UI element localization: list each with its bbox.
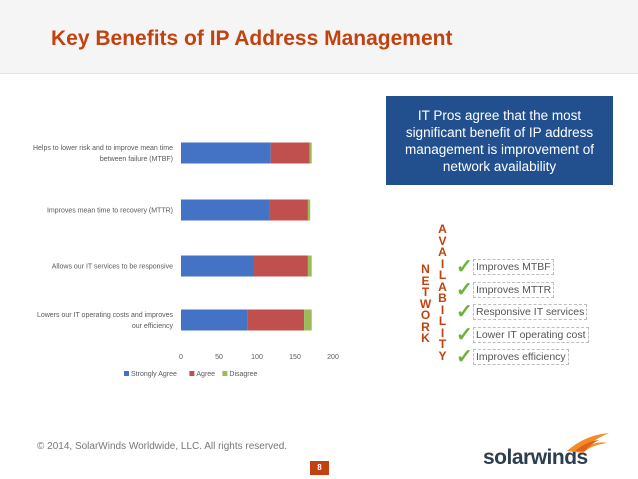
- bar-segment: [269, 199, 308, 221]
- benefits-list: ✓ Improves MTBF ✓ Improves MTTR ✓ Responsive …: [456, 256, 589, 369]
- checkmark-icon: ✓: [456, 323, 473, 346]
- stacked-bar-chart: Helps to lower risk and to improve mean …: [33, 142, 339, 378]
- bar-segment: [247, 309, 305, 331]
- checkmark-icon: ✓: [456, 346, 473, 369]
- benefit-label: Lower IT operating cost: [473, 326, 589, 343]
- checkmark-icon: ✓: [456, 301, 473, 324]
- bar-segment: [309, 142, 312, 164]
- bar-segment: [270, 142, 310, 164]
- category-label: Improves mean time to recovery (MTTR): [47, 208, 173, 215]
- x-tick-label: 50: [215, 354, 223, 361]
- benefit-item: ✓ Improves efficiency: [456, 346, 589, 369]
- network-letter: T: [421, 285, 430, 299]
- category-label: Helps to lower risk and to improve mean …: [33, 145, 173, 163]
- x-tick-label: 100: [251, 354, 263, 361]
- availability-letter: L: [438, 314, 447, 328]
- availability-letter: Y: [438, 348, 447, 363]
- benefit-label: Responsive IT services: [473, 304, 588, 321]
- callout-box: IT Pros agree that the most significant …: [386, 96, 613, 185]
- legend-swatch: [189, 371, 195, 376]
- logo-text: solarwinds: [483, 446, 588, 469]
- benefit-label: Improves efficiency: [473, 349, 569, 366]
- bar-segment: [307, 199, 311, 221]
- category-label: Allows our IT services to be responsive: [52, 264, 173, 271]
- checkmark-icon: ✓: [456, 256, 473, 279]
- legend-label: Disagree: [229, 371, 257, 378]
- availability-letter: V: [438, 233, 447, 248]
- bar-segment: [181, 255, 254, 277]
- bar-segment: [304, 309, 312, 331]
- availability-letter: L: [438, 268, 447, 282]
- category-label: Lowers our IT operating costs and improv…: [37, 312, 174, 330]
- slide-title: Key Benefits of IP Address Management: [51, 27, 453, 50]
- network-letter: N: [421, 262, 430, 276]
- availability-letter: I: [440, 325, 445, 340]
- availability-letter: I: [440, 302, 445, 317]
- availability-letter: A: [438, 279, 447, 294]
- page-number: 8: [310, 461, 329, 475]
- benefit-item: ✓ Responsive IT services: [456, 301, 589, 324]
- network-letter: K: [421, 331, 430, 345]
- benefit-item: ✓ Improves MTBF: [456, 256, 589, 279]
- network-letter: O: [420, 308, 431, 322]
- availability-letter: T: [438, 337, 447, 351]
- title-bar: Key Benefits of IP Address Management: [0, 0, 638, 74]
- benefit-label: Improves MTTR: [473, 281, 555, 298]
- solarwinds-logo: solarwinds: [483, 431, 613, 471]
- availability-letter: I: [440, 256, 445, 271]
- benefit-item: ✓ Lower IT operating cost: [456, 324, 589, 347]
- x-tick-label: 200: [327, 354, 339, 361]
- checkmark-icon: ✓: [456, 278, 473, 301]
- network-letter: E: [421, 273, 430, 288]
- legend-swatch: [222, 371, 228, 376]
- availability-letter: B: [438, 291, 447, 305]
- legend-label: Agree: [196, 371, 215, 378]
- x-tick-label: 150: [289, 354, 301, 361]
- availability-letter: A: [438, 222, 447, 236]
- benefit-label: Improves MTBF: [473, 259, 554, 276]
- callout-text: IT Pros agree that the most significant …: [404, 107, 595, 174]
- logo-flame-icon: [567, 433, 609, 453]
- bar-segment: [181, 199, 270, 221]
- legend-label: Strongly Agree: [131, 371, 177, 378]
- network-letter: R: [421, 319, 430, 334]
- availability-letter: A: [438, 245, 447, 259]
- bar-segment: [253, 255, 308, 277]
- legend-swatch: [124, 371, 129, 376]
- bar-segment: [181, 309, 248, 331]
- bar-segment: [307, 255, 312, 277]
- copyright-footer: © 2014, SolarWinds Worldwide, LLC. All r…: [37, 441, 288, 452]
- benefit-item: ✓ Improves MTTR: [456, 279, 589, 302]
- network-letter: W: [419, 296, 432, 311]
- bar-segment: [181, 142, 271, 164]
- x-tick-label: 0: [179, 354, 183, 361]
